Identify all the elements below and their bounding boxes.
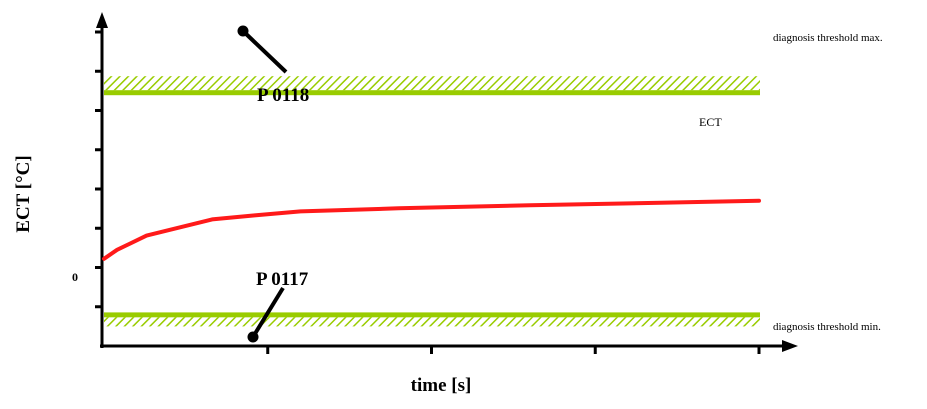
y-axis-arrow-icon [96,12,108,28]
threshold-min-label: diagnosis threshold min. [773,321,881,333]
y-axis-label: ECT [°C] [13,155,34,232]
callout-p0117-label: P 0117 [256,269,309,290]
y-tick-label: 0 [72,270,78,284]
callout-p0118-dot [237,25,249,37]
x-axis [100,340,798,352]
axis-ticks [95,30,761,354]
threshold-max-label: diagnosis threshold max. [773,32,883,44]
x-axis-arrow-icon [782,340,798,352]
callout-p0117 [247,286,285,343]
y-axis [96,12,108,348]
callout-p0117-dot [247,331,259,343]
callout-p0118-label: P 0118 [257,85,309,106]
threshold-min-band [104,312,760,327]
ect-series-line [102,198,761,261]
callout-p0118 [237,25,288,74]
ect-series-label: ECT [699,115,722,129]
x-axis-label: time [s] [411,375,472,396]
threshold-max-band [104,76,760,96]
